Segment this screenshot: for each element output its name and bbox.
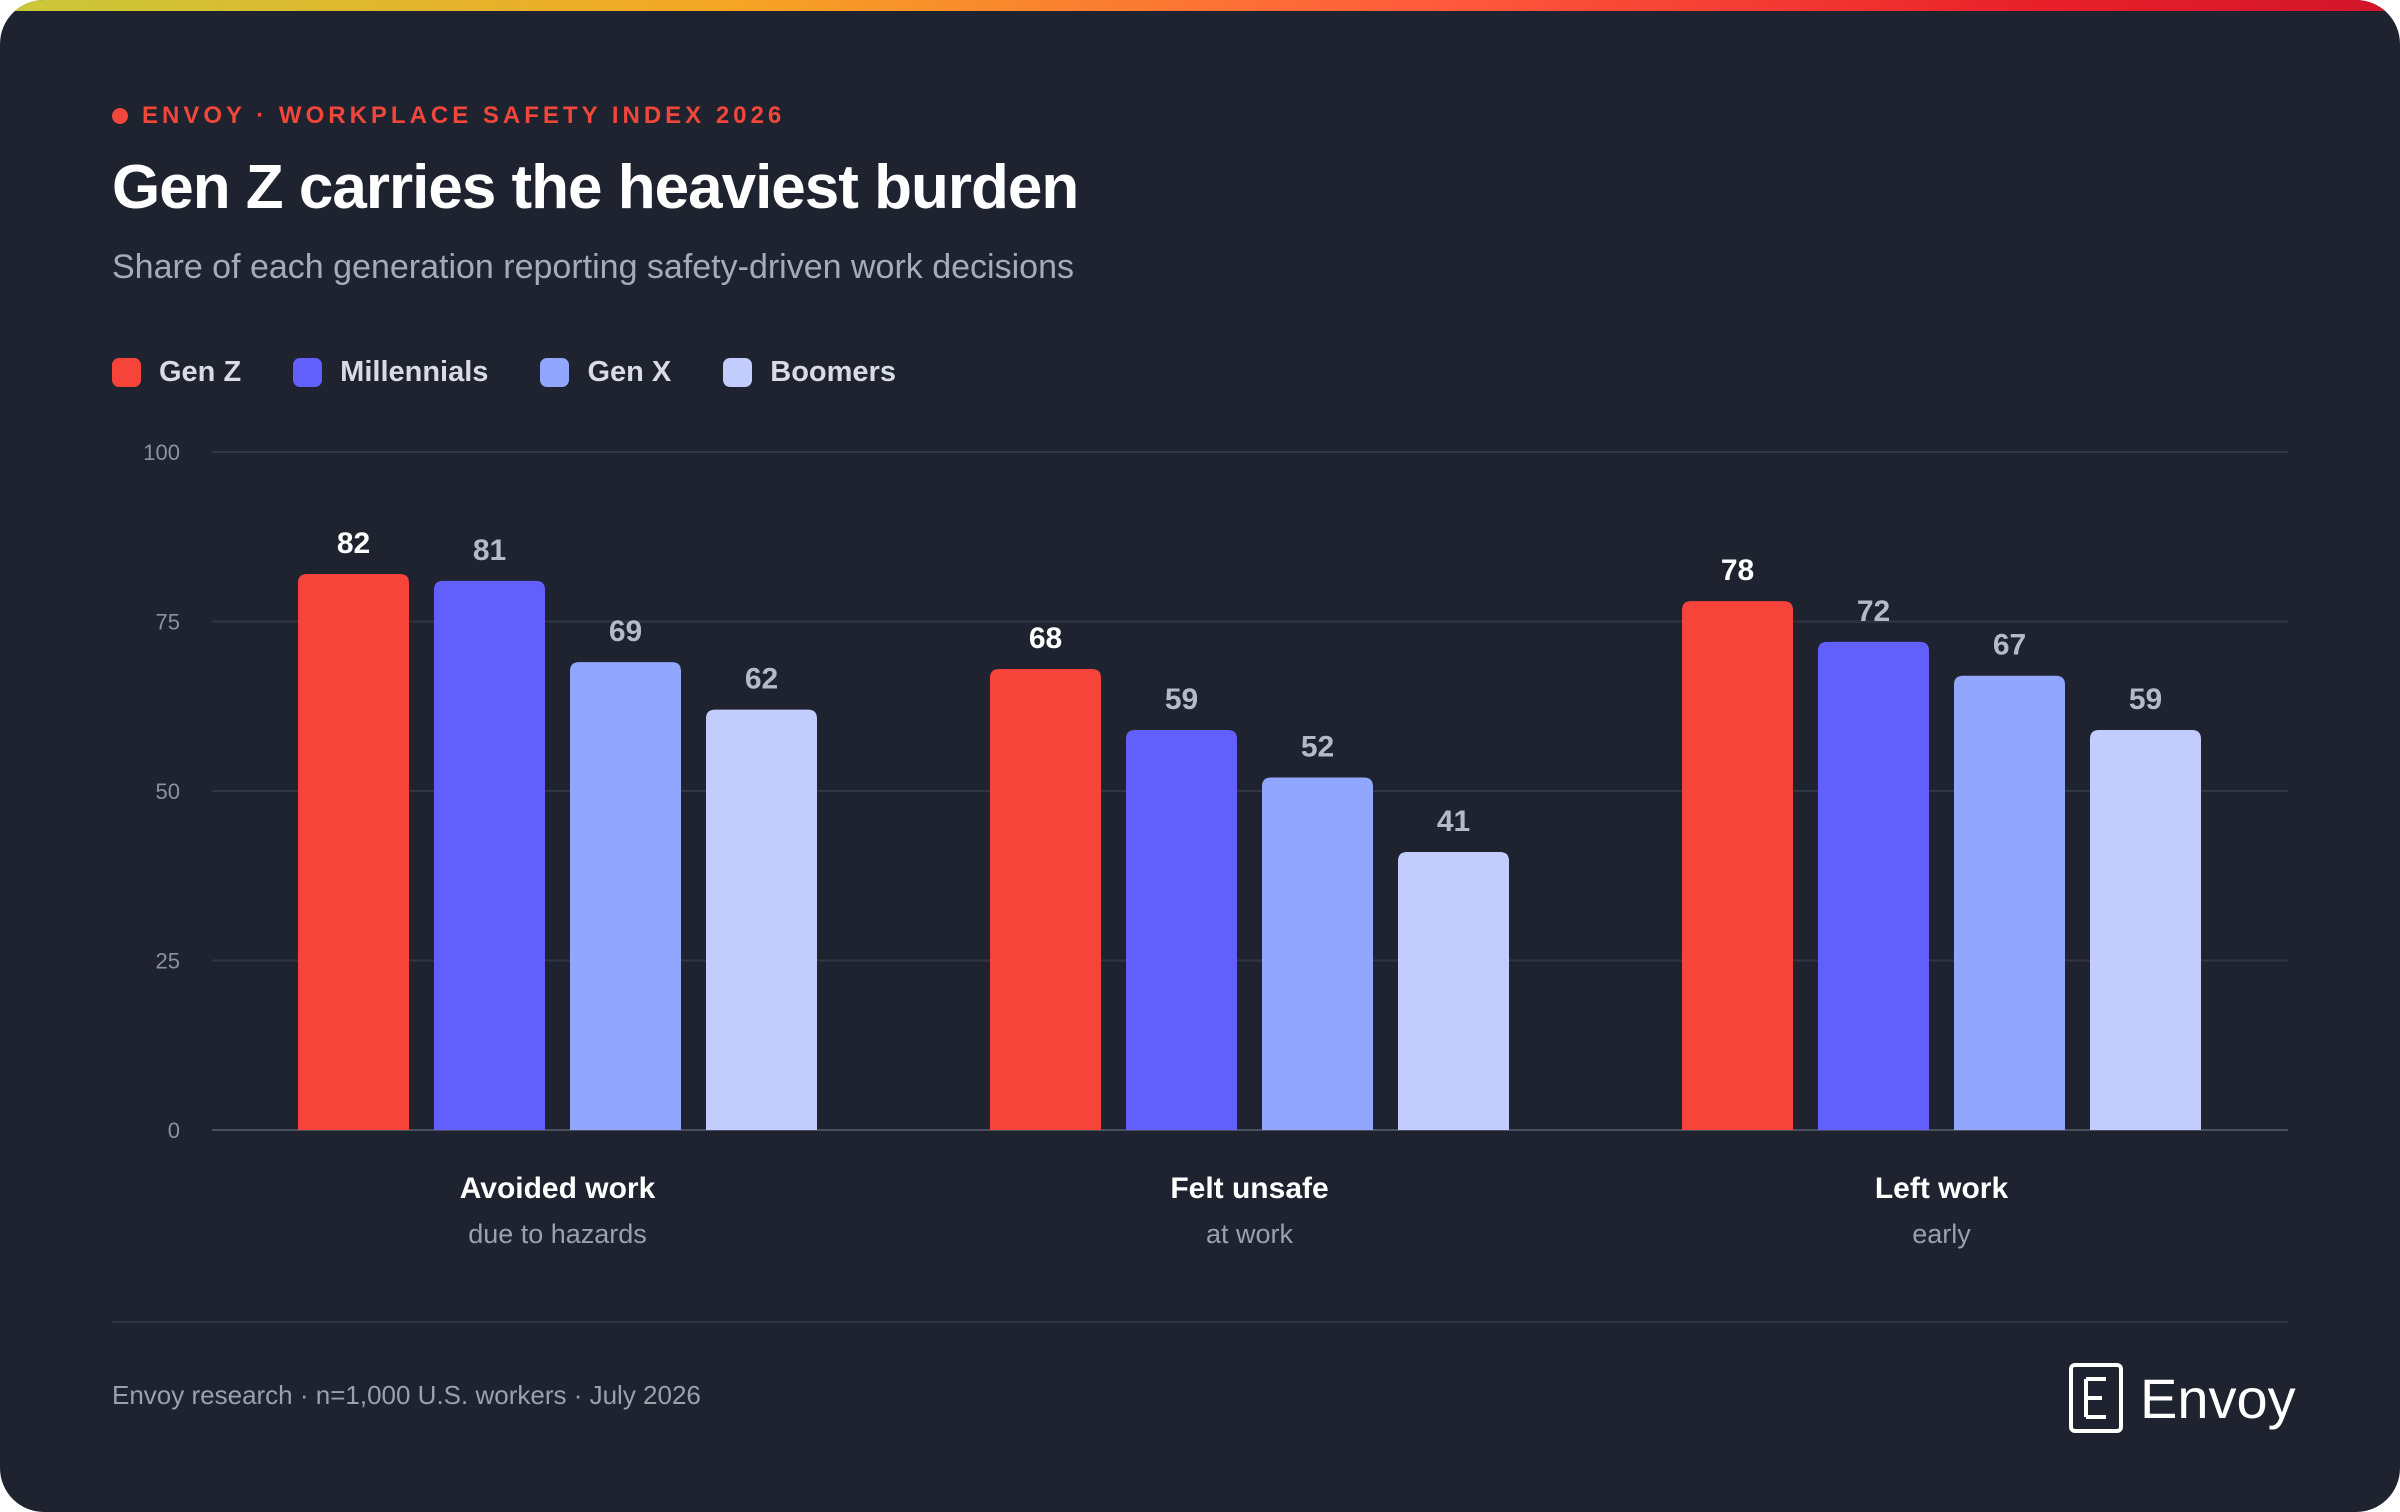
legend-swatch	[723, 357, 753, 387]
bar	[1954, 675, 2065, 1130]
data-label: 81	[473, 534, 506, 567]
footer-divider	[112, 1321, 2288, 1323]
kicker: ENVOY · WORKPLACE SAFETY INDEX 2026	[112, 100, 785, 132]
data-label: 78	[1721, 554, 1754, 587]
data-label: 68	[1029, 622, 1062, 655]
legend: Gen Z Millennials Gen X Boomers	[112, 352, 948, 392]
data-label: 62	[745, 663, 778, 696]
y-tick-label: 50	[156, 779, 180, 804]
legend-label: Boomers	[770, 355, 896, 388]
brand-name: Envoy	[2140, 1366, 2296, 1430]
bar	[570, 662, 681, 1130]
bar	[1262, 777, 1373, 1130]
dot-icon	[112, 108, 128, 124]
bar	[1126, 729, 1237, 1130]
legend-item-gen-x: Gen X	[540, 356, 671, 389]
data-label: 59	[1165, 683, 1198, 716]
category-sublabel: due to hazards	[468, 1219, 647, 1249]
bar	[2090, 729, 2201, 1130]
data-label: 69	[609, 615, 642, 648]
category-sublabel: at work	[1206, 1219, 1294, 1249]
legend-label: Millennials	[340, 355, 489, 388]
data-label: 82	[337, 527, 370, 560]
legend-item-gen-z: Gen Z	[112, 356, 241, 389]
bar	[1818, 641, 1929, 1130]
data-label: 52	[1301, 730, 1334, 763]
accent-gradient-bar	[0, 0, 2400, 11]
source-note: Envoy research · n=1,000 U.S. workers · …	[112, 1380, 701, 1410]
category-sublabel: early	[1912, 1219, 1971, 1249]
kicker-text: ENVOY · WORKPLACE SAFETY INDEX 2026	[142, 102, 786, 129]
bar	[434, 580, 545, 1130]
bar	[706, 709, 817, 1130]
chart-title: Gen Z carries the heaviest burden	[112, 153, 1079, 222]
envoy-logo-icon	[2069, 1363, 2123, 1433]
category-label: Left work	[1875, 1172, 2009, 1205]
bar-chart: 0 25 50 75 100 82 81 69 62 Avoided work due to haz…	[143, 440, 2288, 1249]
bar	[990, 668, 1101, 1130]
legend-swatch	[112, 357, 141, 387]
legend-swatch	[540, 357, 570, 387]
legend-swatch	[293, 357, 323, 387]
y-tick-label: 100	[143, 440, 180, 465]
brand-logo: Envoy	[2068, 1362, 2296, 1434]
y-tick-label: 25	[156, 949, 180, 974]
bar	[298, 574, 409, 1130]
legend-item-millennials: Millennials	[293, 356, 488, 389]
legend-label: Gen Z	[159, 355, 242, 388]
chart-subtitle: Share of each generation reporting safet…	[112, 248, 1074, 286]
category-label: Felt unsafe	[1170, 1172, 1328, 1205]
category-label: Avoided work	[460, 1172, 656, 1205]
data-label: 41	[1437, 805, 1470, 838]
legend-label: Gen X	[587, 355, 672, 388]
legend-item-boomers: Boomers	[723, 356, 896, 389]
bar	[1682, 601, 1793, 1130]
y-tick-label: 0	[168, 1118, 180, 1143]
y-tick-label: 75	[156, 610, 180, 635]
data-label: 72	[1857, 595, 1890, 628]
bar	[1398, 852, 1509, 1130]
data-label: 67	[1993, 629, 2026, 662]
data-label: 59	[2129, 683, 2162, 716]
